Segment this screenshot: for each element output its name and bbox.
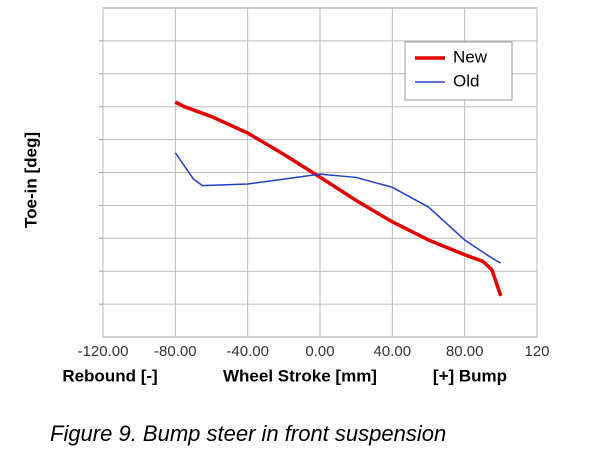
x-tick-label: 80.00	[446, 343, 484, 360]
x-tick-label: 40.00	[374, 343, 412, 360]
x-tick-label: 0.00	[305, 343, 334, 360]
y-label: Toe-in [deg]	[21, 132, 40, 228]
legend-label: New	[453, 47, 488, 66]
legend-box	[404, 41, 513, 101]
x-label-left: Rebound [-]	[62, 366, 157, 385]
x-tick-label: 120	[524, 343, 549, 360]
x-tick-label: -120.00	[78, 343, 129, 360]
caption: Figure 9. Bump steer in front suspension	[50, 421, 446, 446]
series-line	[174, 152, 502, 264]
legend-label: Old	[453, 71, 479, 90]
x-tick-label: -40.00	[226, 343, 269, 360]
x-label: Wheel Stroke [mm]	[223, 366, 377, 385]
series-line	[174, 100, 503, 297]
x-tick-label: -80.00	[154, 343, 197, 360]
x-label-right: [+] Bump	[433, 366, 507, 385]
